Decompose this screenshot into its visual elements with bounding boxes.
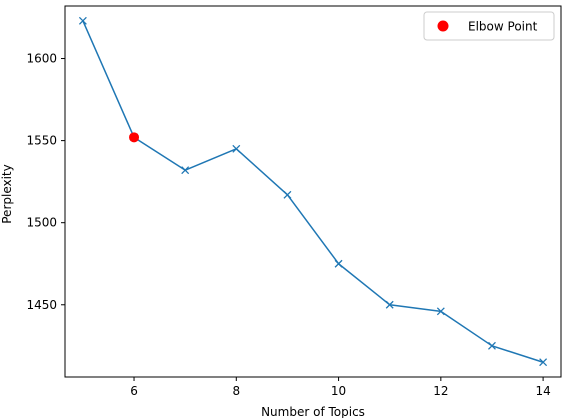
x-tick-label: 6	[130, 384, 138, 398]
legend-elbow-marker	[438, 21, 449, 32]
y-tick-label: 1600	[26, 52, 57, 66]
data-point	[182, 167, 189, 174]
y-axis-label: Perplexity	[0, 164, 14, 224]
axes-frame	[65, 6, 561, 377]
data-point	[335, 260, 342, 267]
data-point	[284, 191, 291, 198]
x-tick-label: 8	[232, 384, 240, 398]
x-tick-label: 10	[331, 384, 346, 398]
elbow-point	[129, 132, 139, 142]
x-tick-label: 14	[535, 384, 550, 398]
x-tick-label: 12	[433, 384, 448, 398]
data-point	[79, 17, 86, 24]
legend: Elbow Point	[424, 12, 554, 40]
legend-elbow-label: Elbow Point	[468, 20, 538, 34]
y-tick-label: 1500	[26, 216, 57, 230]
data-point	[233, 145, 240, 152]
x-axis-label: Number of Topics	[261, 405, 365, 418]
series-line	[83, 21, 543, 362]
plot-area	[65, 6, 561, 377]
y-tick-label: 1550	[26, 134, 57, 148]
y-tick-label: 1450	[26, 298, 57, 312]
axis-ticks: 6 8 10 12 14 1450 1500 1550 1600	[26, 52, 550, 398]
